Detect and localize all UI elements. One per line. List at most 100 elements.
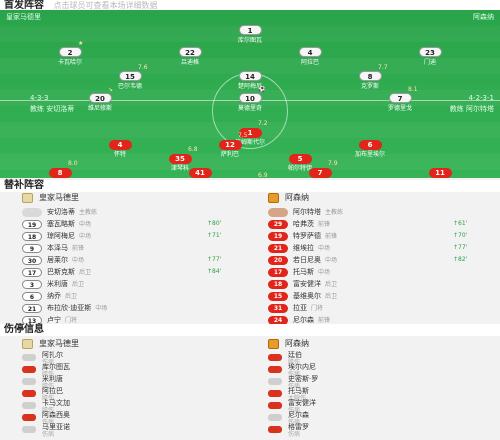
sub-row[interactable]: 19 塞瓦略斯 中场 — [22, 218, 91, 230]
home-player[interactable]: 14 楚阿梅尼 — [230, 64, 270, 91]
sub-time: ↑84' — [207, 268, 222, 275]
subs-heading: 替补阵容 — [0, 180, 500, 192]
injury-player: 格雷罗 伤病 — [288, 422, 309, 438]
injury-row[interactable]: 卡马文加 膝伤 — [22, 399, 70, 413]
sub-row[interactable]: 17 托马斯 中场 — [268, 266, 330, 278]
away-player[interactable]: 4 怀特 — [100, 132, 140, 159]
player-number-badge: 6 — [22, 291, 42, 301]
player-number-badge: 14 — [238, 71, 262, 81]
sub-player-role: 后卫 — [325, 292, 338, 300]
injury-row[interactable]: 埃尔内尼 伤病 — [268, 363, 316, 378]
injury-row[interactable]: 阿拉巴 膝伤 — [22, 386, 63, 402]
away-player[interactable]: 9热苏斯6.9 — [230, 172, 270, 178]
sub-player-role: 中场 — [318, 244, 331, 252]
away-player[interactable]: 8厄德高8.0 — [40, 160, 80, 178]
sub-row[interactable]: 19 特罗萨德 前锋 — [268, 230, 337, 242]
sub-row[interactable]: 21 维埃拉 中场 — [268, 242, 330, 254]
injury-row[interactable]: 托马斯 大腿伤 — [268, 387, 309, 402]
sub-row[interactable]: 18 富安健洋 后卫 — [268, 278, 337, 290]
sub-time: ↑82' — [453, 256, 468, 263]
sub-names: 布拉欣·迪亚斯 中场 — [47, 304, 107, 312]
away-player[interactable]: 7萨卡7.9 — [300, 160, 340, 178]
home-player[interactable]: 10 莫德里奇 ⚽ — [230, 86, 270, 113]
sub-row[interactable]: 6 纳乔 后卫 — [22, 290, 77, 302]
player-number-badge: 24 — [268, 315, 288, 325]
sub-player-role: 中场 — [79, 220, 92, 228]
sub-player-name: 安切洛蒂 — [47, 207, 75, 216]
home-player[interactable]: 22 吕迪格 — [170, 40, 210, 67]
sub-row[interactable]: 15 基维奥尔 后卫 — [268, 290, 337, 302]
sub-player-name: 琼阿梅尼 — [47, 231, 75, 240]
sub-names: 哈弗茨 前锋 — [293, 220, 330, 228]
home-player[interactable]: 8 克罗斯 7.7 — [350, 64, 390, 91]
subs-away-team: 阿森纳 — [285, 193, 309, 202]
sub-row[interactable]: 31 拉亚 门将 — [268, 302, 323, 314]
injury-reason: 伤病 — [288, 370, 301, 378]
avatar — [268, 207, 288, 217]
away-player[interactable]: 1 拉姆斯代尔 7.2 — [230, 120, 270, 147]
away-player[interactable]: 12 萨利巴 7.5 — [210, 132, 250, 159]
sub-row[interactable]: 18 琼阿梅尼 中场 — [22, 230, 91, 242]
injury-player: 阿拉巴 膝伤 — [42, 386, 63, 402]
sub-row[interactable]: 阿尔特塔 主教练 — [268, 206, 343, 218]
injuries-heading: 伤停信息 — [0, 324, 500, 336]
injury-row[interactable]: 阿森西奥 伤病 — [22, 411, 70, 425]
player-name: 门迪 — [423, 59, 436, 66]
home-player[interactable]: 20 维尼修斯 ↘ — [80, 86, 120, 113]
injury-row[interactable]: 马里亚诺 伤病 — [22, 423, 70, 437]
away-player[interactable]: 5 帕尔特伊 — [280, 146, 320, 173]
injury-reason: 膝伤 — [288, 358, 301, 366]
away-player[interactable]: 11马丁内利 — [420, 160, 460, 178]
sub-row[interactable]: 30 居莱尔 中场 — [22, 254, 84, 266]
player-name: 莫德里奇 — [237, 105, 262, 112]
player-name: 帕尔特伊 — [287, 165, 312, 172]
sub-row[interactable]: 20 若日尼奥 中场 — [268, 254, 337, 266]
home-player[interactable]: 15 巴尔韦德 7.6 — [110, 64, 150, 91]
injury-icon — [268, 414, 282, 421]
sub-row[interactable]: 9 本泽马 前锋 — [22, 242, 84, 254]
injury-reason: 大腿伤 — [288, 394, 307, 402]
sub-row[interactable]: 24 尼尔森 前锋 — [268, 314, 330, 326]
injury-icon — [268, 378, 282, 385]
sub-row[interactable]: 17 巴斯克斯 后卫 — [22, 266, 91, 278]
away-player[interactable]: 35 津琴科 6.8 — [160, 146, 200, 173]
home-player[interactable]: 7 罗德里戈 8.1 — [380, 86, 420, 113]
injury-row[interactable]: 廷伯 膝伤 — [268, 350, 302, 366]
sub-player-role: 中场 — [318, 268, 331, 276]
injury-row[interactable]: 富安健洋 伤病 — [268, 398, 316, 413]
home-player[interactable]: 23 门迪 — [410, 40, 450, 67]
injury-row[interactable]: 阿扎尔 伤病 — [22, 351, 63, 365]
sub-row[interactable]: 3 米利唐 后卫 — [22, 278, 84, 290]
away-player[interactable]: 6 加布里埃尔 — [350, 132, 390, 159]
injury-player-name: 廷伯 — [288, 350, 302, 359]
injury-icon — [22, 426, 36, 433]
injury-icon — [22, 378, 36, 385]
away-player[interactable]: 41赖斯 — [180, 160, 220, 178]
player-number-badge: 2 — [58, 47, 82, 57]
player-number-badge: 6 — [358, 140, 382, 150]
sub-row[interactable]: 29 哈弗茨 前锋 — [268, 218, 330, 230]
home-player[interactable]: 1 库尔图瓦 — [230, 18, 270, 45]
injury-row[interactable]: 米利唐 膝伤 — [22, 375, 63, 389]
injury-icon — [22, 354, 36, 361]
injury-reason: 伤病 — [288, 418, 301, 426]
injury-row[interactable]: 格雷罗 伤病 — [268, 422, 309, 438]
injury-player-name: 富安健洋 — [288, 398, 316, 407]
injury-row[interactable]: 尼尔森 伤病 — [268, 411, 309, 426]
home-player[interactable]: 2 卡瓦哈尔 ★ — [50, 40, 90, 67]
sub-row[interactable]: 21 布拉欣·迪亚斯 中场 — [22, 302, 107, 314]
injuries-title: 伤停信息 — [4, 324, 44, 335]
injury-row[interactable]: 史密斯·罗 伤病 — [268, 374, 319, 389]
injury-player-name: 史密斯·罗 — [288, 374, 319, 383]
injury-player-name: 格雷罗 — [288, 422, 309, 431]
sub-player-name: 尼尔森 — [293, 315, 314, 324]
injury-row[interactable]: 库尔图瓦 膝伤 — [22, 362, 70, 378]
player-number-badge: 23 — [418, 47, 442, 57]
injury-player: 库尔图瓦 膝伤 — [42, 362, 70, 378]
away-team-label: 阿森纳 — [473, 13, 494, 21]
sub-player-role: 门将 — [65, 316, 78, 324]
subs-away-head: 阿森纳 — [268, 192, 309, 203]
home-player[interactable]: 4 阿拉巴 — [290, 40, 330, 67]
sub-row[interactable]: 安切洛蒂 主教练 — [22, 206, 97, 218]
player-number-badge: 15 — [268, 291, 288, 301]
